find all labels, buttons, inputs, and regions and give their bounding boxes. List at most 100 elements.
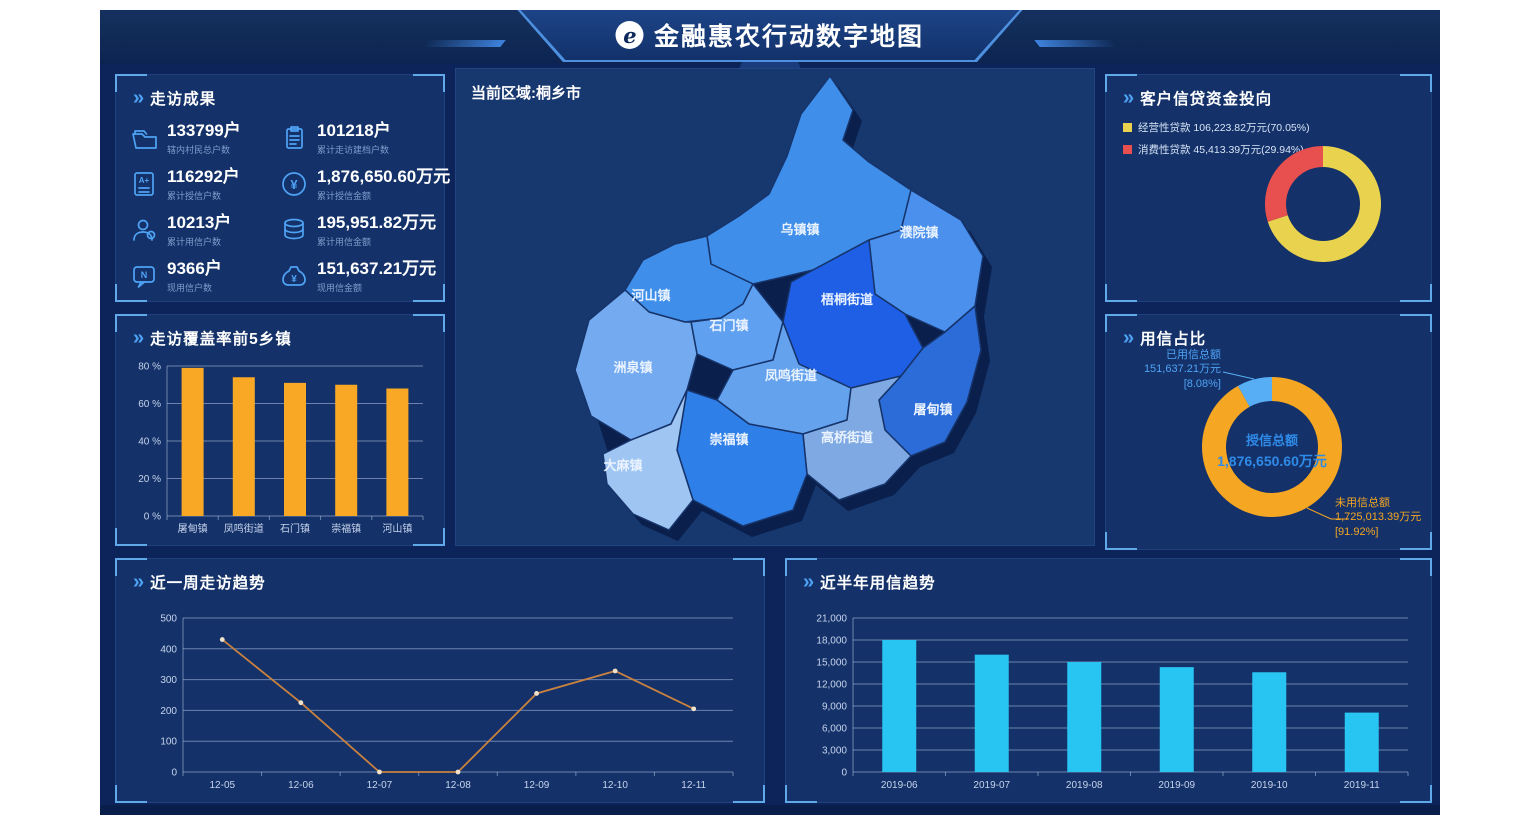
panel-visit-results: » 走访成果 133799户 辖内村民总户数 101218户 累计走访建档户数 … (115, 74, 450, 302)
stat-card-credit-amount: ¥ 1,876,650.60万元 累计授信金额 (279, 167, 450, 204)
callout-unused-credit: 未用信总额 1,725,013.39万元 [91.92%] (1335, 496, 1437, 539)
x-tick-label: 凤鸣街道 (224, 522, 264, 535)
document-icon: A+ (129, 169, 159, 204)
panel-title: » 近半年用信趋势 (785, 558, 1432, 593)
map-label: 石门镇 (708, 318, 748, 333)
data-point (298, 700, 304, 706)
stat-value: 1,876,650.60万元 (317, 167, 451, 186)
x-tick-label: 2019-09 (1158, 780, 1195, 791)
legend-name: 消费性贷款 (1138, 144, 1191, 156)
legend-name: 经营性贷款 (1138, 122, 1191, 134)
map-region-gaoqiaojiedao[interactable] (802, 375, 912, 501)
x-tick-label: 12-10 (602, 780, 628, 791)
chart-bar (974, 654, 1009, 772)
y-tick-label: 20 % (138, 474, 161, 485)
svg-text:N: N (141, 270, 148, 280)
stat-card-credit-households: A+ 116292户 累计授信户数 (129, 167, 279, 204)
panel-week-visit-trend: » 近一周走访趋势 0 100 200 300 400 500 12-05 12-06 12-0… (115, 558, 765, 803)
coverage-bar-chart: 0 % 20 % 40 % 60 % 80 % 屠甸镇 凤鸣街道 石门镇 崇福镇 河山镇 (138, 362, 424, 535)
stat-card-current-households: N 9366户 现用信户数 (129, 259, 279, 296)
panel-title-text: 近半年用信趋势 (820, 575, 936, 592)
panel-title-text: 走访成果 (150, 91, 217, 108)
stat-label: 累计授信户数 (167, 190, 222, 201)
map-region-puyuanzhen[interactable] (868, 189, 984, 333)
bank-logo-icon: e (615, 21, 644, 49)
footer-strip (100, 805, 1440, 815)
x-tick-label: 12-08 (445, 780, 471, 791)
map-label: 梧桐街道 (821, 292, 873, 307)
panel-title: » 走访覆盖率前5乡镇 (115, 314, 445, 349)
stat-card-current-amount: ¥ 151,637.21万元 现用信金额 (279, 259, 450, 296)
chevrons-icon: » (133, 571, 144, 593)
donut-slice-8.08pct (1237, 377, 1272, 407)
stat-card-visited-households: 101218户 累计走访建档户数 (279, 121, 450, 158)
stat-value: 10213户 (167, 213, 232, 232)
x-tick-label: 屠甸镇 (178, 522, 208, 535)
map-label: 濮院镇 (899, 225, 938, 240)
x-tick-label: 石门镇 (280, 522, 310, 535)
stat-label: 现用信金额 (317, 282, 363, 293)
panel-credit-ratio: » 用信占比 已用信总额 151,637.21万元 [8.08%] 授信总额 1… (1105, 314, 1432, 550)
x-tick-label: 河山镇 (382, 522, 412, 535)
y-tick-label: 15,000 (816, 658, 847, 669)
title-row: e 金融惠农行动数字地图 (518, 10, 1023, 60)
chart-bar (1344, 712, 1379, 772)
panel-title: » 用信占比 (1105, 314, 1432, 349)
stat-value: 101218户 (317, 121, 391, 140)
halfyear-bar-chart: 0 3,000 6,000 9,000 12,000 15,000 18,000 21,000… (816, 614, 1409, 791)
svg-text:¥: ¥ (290, 177, 298, 192)
panel-halfyear-credit-trend: » 近半年用信趋势 0 3,000 6,000 9,000 12,000 15,000 18… (785, 558, 1432, 803)
speech-bubble-icon: N (129, 261, 159, 296)
map-label: 屠甸镇 (913, 402, 952, 417)
y-tick-label: 300 (160, 675, 177, 686)
header-banner: e 金融惠农行动数字地图 (517, 10, 1023, 62)
clipboard-icon (279, 123, 309, 158)
callout-line-used (1222, 371, 1255, 380)
header-accent-right (1034, 40, 1118, 47)
panel-title: » 走访成果 (115, 74, 445, 109)
dashboard: e 金融惠农行动数字地图 » 走访成果 133799户 辖内村民总户数 1012… (100, 10, 1440, 815)
header: e 金融惠农行动数字地图 (100, 10, 1440, 72)
chart-bar (1159, 667, 1194, 772)
x-tick-label: 12-11 (681, 780, 706, 791)
y-tick-label: 500 (160, 614, 177, 625)
x-tick-label: 崇福镇 (331, 522, 361, 535)
map-region-title: 当前区域:桐乡市 (471, 85, 581, 102)
map-label: 凤鸣街道 (765, 368, 817, 383)
chart-bar (386, 388, 409, 516)
folder-icon (129, 123, 159, 158)
header-accent-left (422, 40, 506, 47)
data-point (691, 706, 697, 712)
x-tick-label: 12-09 (524, 780, 550, 791)
map-region-damazhen[interactable] (602, 389, 694, 531)
map-label: 河山镇 (631, 288, 670, 303)
stat-label: 累计用信金额 (317, 236, 372, 247)
donut-legend: 经营性贷款 106,223.82万元(70.05%) 消费性贷款 45,413.… (1123, 120, 1310, 164)
legend-swatch (1123, 123, 1132, 132)
stat-value: 116292户 (167, 167, 240, 186)
x-tick-label: 12-05 (209, 780, 235, 791)
legend-swatch (1123, 145, 1132, 154)
person-icon (129, 215, 159, 250)
stat-card-total-households: 133799户 辖内村民总户数 (129, 121, 279, 158)
y-tick-label: 21,000 (816, 614, 847, 625)
y-tick-label: 18,000 (816, 636, 847, 647)
map-label: 高桥街道 (821, 430, 873, 445)
y-tick-label: 100 (160, 737, 177, 748)
stat-label: 累计走访建档户数 (317, 144, 390, 155)
data-point (377, 769, 382, 775)
panel-credit-direction: » 客户信贷资金投向 经营性贷款 106,223.82万元(70.05%) 消费… (1105, 74, 1432, 302)
y-tick-label: 400 (160, 644, 177, 655)
callout-percent: [8.08%] (1183, 377, 1221, 390)
coins-icon (279, 215, 309, 250)
data-point (455, 769, 461, 775)
chart-bar (882, 640, 917, 772)
chevrons-icon: » (133, 327, 144, 349)
map-region-wuzhenzhen[interactable] (706, 75, 912, 285)
stat-value: 195,951.82万元 (317, 213, 437, 232)
callout-percent: [91.92%] (1335, 525, 1379, 538)
svg-text:¥: ¥ (291, 274, 297, 285)
stat-label: 累计用信户数 (167, 236, 222, 247)
y-tick-label: 9,000 (822, 702, 847, 713)
